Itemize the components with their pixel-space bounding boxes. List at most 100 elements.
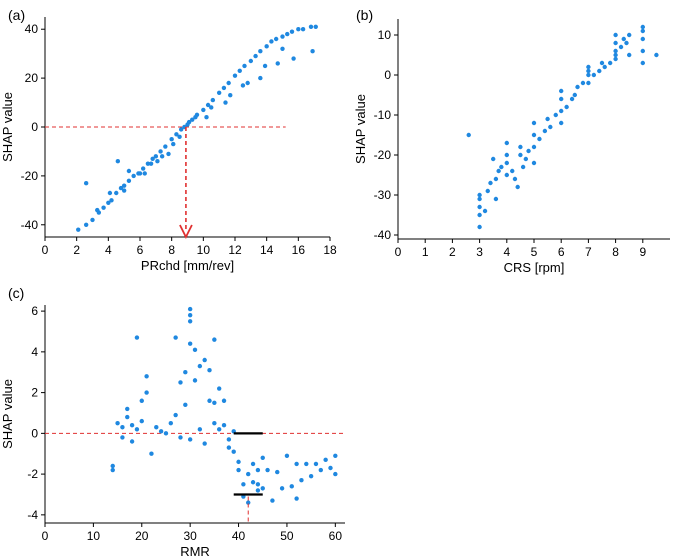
scatter-point <box>640 28 645 34</box>
scatter-point <box>313 24 318 29</box>
scatter-point <box>121 183 127 188</box>
scatter-point <box>101 205 106 210</box>
scatter-point <box>223 100 228 105</box>
scatter-point <box>205 102 211 108</box>
scatter-point <box>129 439 135 444</box>
scatter-point <box>145 161 151 166</box>
scatter-point <box>201 107 206 113</box>
scatter-point <box>640 24 645 30</box>
scatter-point <box>109 198 114 203</box>
scatter-point <box>537 136 542 142</box>
scatter-point <box>150 156 155 161</box>
scatter-point <box>491 156 496 162</box>
scatter-point <box>318 467 324 473</box>
scatter-point <box>289 29 295 34</box>
scatter-point <box>173 335 178 340</box>
x-tick-label: 50 <box>280 529 294 543</box>
scatter-point <box>580 80 586 86</box>
scatter-point <box>262 63 268 69</box>
scatter-point <box>485 188 490 194</box>
scatter-point <box>216 427 222 432</box>
scatter-point <box>526 148 531 154</box>
scatter-point <box>531 144 537 150</box>
x-tick-label: 8 <box>168 243 175 257</box>
scatter-point <box>246 500 251 505</box>
scatter-point <box>299 478 304 483</box>
scatter-point <box>144 390 149 395</box>
scatter-point <box>197 363 203 369</box>
panel-label: (b) <box>356 7 373 23</box>
x-tick-label: 18 <box>323 243 337 257</box>
scatter-point <box>90 217 95 223</box>
scatter-point <box>586 80 591 86</box>
scatter-point <box>207 367 212 373</box>
scatter-point <box>236 467 241 473</box>
scatter-point <box>187 341 193 346</box>
scatter-point <box>144 374 149 379</box>
scatter-point <box>226 437 232 442</box>
scatter-point <box>212 420 217 426</box>
scatter-point <box>542 128 548 134</box>
x-tick-label: 2 <box>73 243 80 257</box>
panel-c: (c) 0 10 20 30 40 50 60 -4 -2 0 2 4 6 RMR SHAP value <box>0 285 345 557</box>
scatter-point <box>284 453 290 458</box>
scatter-point <box>477 204 482 210</box>
x-tick-label: 12 <box>228 243 242 257</box>
x-tick-label: 6 <box>137 243 144 257</box>
x-axis-title: RMR <box>180 544 210 557</box>
scatter-point <box>212 337 217 342</box>
panel-b: (b) 0 1 2 3 4 5 6 7 8 9 -40 -30 -20 -10 0 10 CRS [rpm] SHA… <box>353 7 670 275</box>
scatter-point <box>110 467 115 473</box>
scatter-point <box>275 61 280 66</box>
y-axis-title: SHAP value <box>0 92 15 162</box>
scatter-point <box>212 400 217 405</box>
scatter-point <box>310 49 315 54</box>
scatter-point <box>640 48 645 54</box>
scatter-point <box>169 137 174 142</box>
scatter-point <box>270 498 275 503</box>
scatter-point <box>159 154 165 159</box>
x-tick-label: 6 <box>558 245 565 259</box>
scatter-point <box>155 159 160 164</box>
scatter-point <box>654 52 659 58</box>
scatter-point <box>586 72 591 78</box>
scatter-point <box>129 423 135 428</box>
scatter-point <box>333 453 338 458</box>
x-tick-label: 14 <box>260 243 274 257</box>
scatter-point <box>559 96 564 102</box>
scatter-point <box>163 144 168 149</box>
scatter-point <box>178 127 184 132</box>
scatter-point <box>121 188 127 193</box>
scatter-point <box>599 60 605 66</box>
scatter-point <box>250 480 256 485</box>
y-axis-title: SHAP value <box>0 379 15 449</box>
scatter-point <box>548 124 553 130</box>
scatter-point <box>504 172 509 178</box>
scatter-point <box>265 467 270 473</box>
scatter-point <box>291 56 296 61</box>
scatter-point <box>613 52 618 58</box>
scatter-point <box>166 151 171 157</box>
scatter-point <box>624 40 629 46</box>
scatter-point <box>228 93 233 98</box>
x-tick-label: 40 <box>232 529 246 543</box>
scatter-point <box>553 112 558 118</box>
y-tick-label: 0 <box>384 68 391 82</box>
y-tick-label: 40 <box>25 22 39 36</box>
scatter-point <box>178 380 183 385</box>
scatter-point <box>237 68 242 73</box>
x-tick-label: 3 <box>476 245 483 259</box>
x-tick-label: 2 <box>449 245 456 259</box>
scatter-point <box>231 449 236 454</box>
scatter-point <box>134 427 140 432</box>
y-tick-label: 6 <box>31 304 38 318</box>
scatter-point <box>280 46 285 51</box>
y-tick-label: 4 <box>31 345 38 359</box>
scatter-point <box>226 445 232 450</box>
scatter-point <box>209 105 214 110</box>
scatter-point <box>216 90 222 95</box>
x-tick-label: 10 <box>197 243 211 257</box>
x-axis-title: CRS [rpm] <box>504 260 565 275</box>
scatter-point <box>76 227 81 232</box>
